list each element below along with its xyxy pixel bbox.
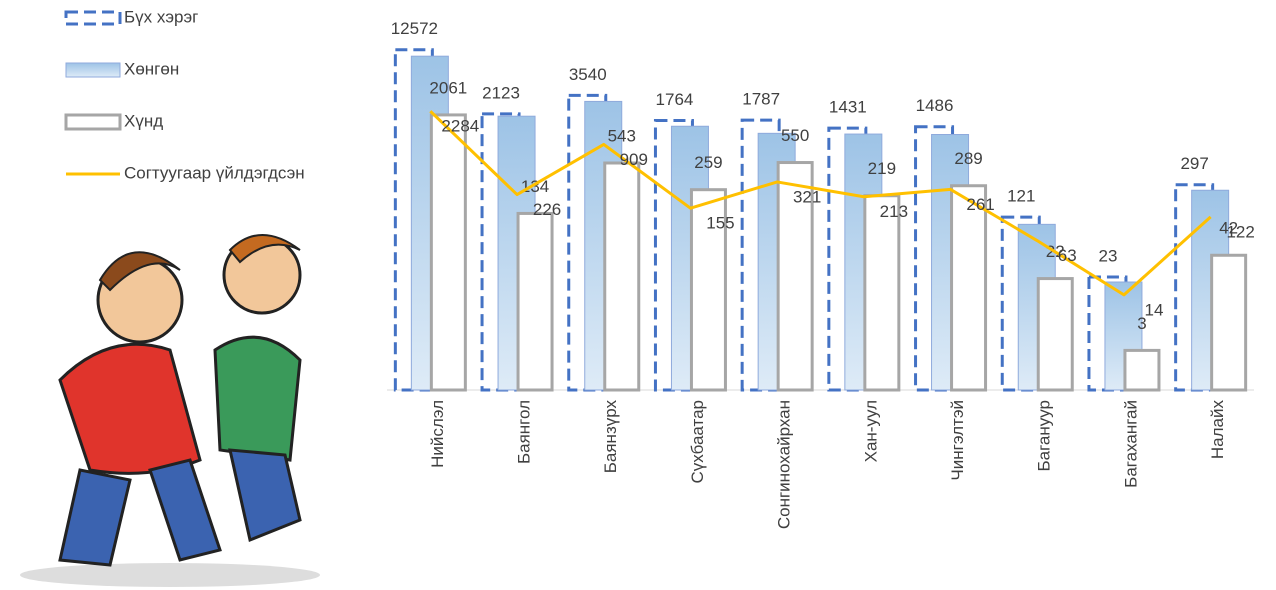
data-label: 226 [533, 200, 561, 219]
legend-label: Бүх хэрэг [124, 7, 198, 26]
data-label: 121 [1007, 187, 1035, 206]
bar [1000, 215, 1041, 392]
data-label: 1764 [656, 90, 694, 109]
x-tick-label: Нийслэл [428, 400, 447, 468]
data-label: 321 [793, 187, 821, 206]
bar [950, 184, 988, 392]
data-label: 1787 [742, 90, 780, 109]
data-label: 219 [868, 159, 896, 178]
legend-label: Согтуугаар үйлдэгдсэн [124, 163, 305, 182]
x-tick-label: Багануур [1035, 400, 1054, 472]
data-label: 2284 [441, 117, 479, 136]
data-label: 259 [694, 153, 722, 172]
data-label: 155 [706, 214, 734, 233]
x-tick-label: Багахангай [1121, 400, 1140, 488]
data-label: 289 [954, 149, 982, 168]
data-label: 63 [1058, 246, 1077, 265]
data-label: 122 [1226, 222, 1254, 241]
data-label: 543 [608, 126, 636, 145]
legend-label: Хүнд [124, 111, 163, 130]
data-label: 42 [1219, 219, 1238, 238]
bar [1123, 348, 1161, 392]
bar [1210, 253, 1248, 392]
data-label: 1431 [829, 98, 867, 117]
line [429, 110, 1212, 297]
data-label: 2123 [482, 83, 520, 102]
data-label: 14 [1144, 300, 1163, 319]
data-label: 550 [781, 126, 809, 145]
x-tick-label: Чингэлтэй [948, 400, 967, 481]
data-label: 1486 [916, 96, 954, 115]
legend-label: Хөнгөн [124, 59, 179, 78]
x-tick-label: Налайх [1208, 400, 1227, 460]
data-label: 261 [966, 195, 994, 214]
bar [516, 211, 554, 392]
x-tick-label: Баянзүрх [601, 400, 620, 474]
data-label: 213 [880, 202, 908, 221]
data-label: 3 [1137, 314, 1146, 333]
legend-swatch [65, 62, 121, 78]
data-label: 909 [620, 150, 648, 169]
data-label: 12572 [391, 19, 438, 38]
data-label: 23 [1098, 246, 1117, 265]
data-label: 2061 [429, 78, 467, 97]
bar [863, 194, 901, 392]
bar [429, 113, 467, 392]
x-tick-label: Сүхбаатар [688, 400, 707, 483]
bar [603, 161, 641, 392]
x-tick-label: Хан-уул [861, 400, 880, 462]
bar [776, 161, 814, 392]
data-label: 3540 [569, 65, 607, 84]
bar [1036, 277, 1074, 392]
data-label: 297 [1180, 154, 1208, 173]
legend-swatch [64, 113, 122, 131]
legend-swatch [64, 10, 122, 26]
x-tick-label: Сонгинохайрхан [775, 400, 794, 529]
bar [689, 188, 727, 392]
cartoon [20, 234, 320, 587]
x-tick-label: Баянгол [515, 400, 534, 464]
